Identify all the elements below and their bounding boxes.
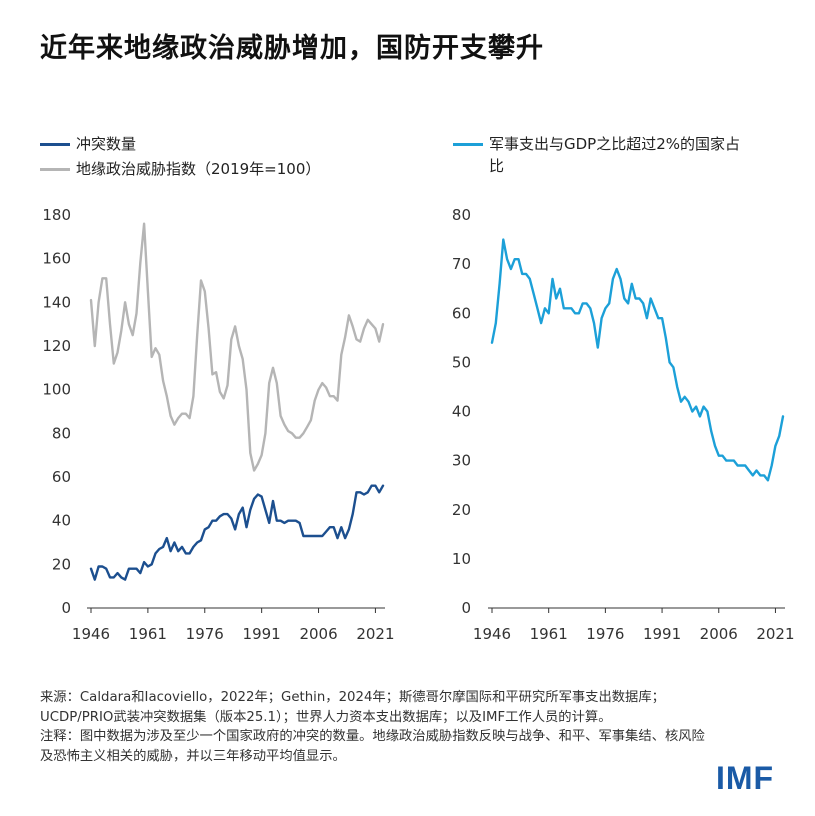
legend-label-military-share: 军事支出与GDP之比超过2%的国家占比 xyxy=(489,135,741,175)
y-tick-label: 120 xyxy=(42,337,71,355)
legend-swatch-conflicts xyxy=(40,143,70,146)
y-tick-label: 80 xyxy=(52,424,71,442)
series-line-left-0 xyxy=(89,484,385,581)
y-tick-label: 50 xyxy=(452,353,471,371)
y-tick-label: 20 xyxy=(52,555,71,573)
series-line-left-1 xyxy=(89,222,385,472)
series-line-right-0 xyxy=(490,238,785,482)
x-tick-label: 2021 xyxy=(756,625,794,643)
legend-swatch-military-share xyxy=(453,143,483,146)
y-tick-label: 60 xyxy=(452,304,471,322)
imf-logo: IMF xyxy=(716,760,775,796)
x-tick-label: 1976 xyxy=(186,625,224,643)
x-tick-label: 1961 xyxy=(530,625,568,643)
y-tick-label: 30 xyxy=(452,452,471,470)
legend-item-threat-index: 地缘政治威胁指数（2019年=100） xyxy=(40,158,320,180)
chart-title: 近年来地缘政治威胁增加，国防开支攀升 xyxy=(40,33,544,64)
x-tick-label: 1991 xyxy=(643,625,681,643)
legend-item-conflicts: 冲突数量 xyxy=(40,133,320,155)
legend-label-threat-index: 地缘政治威胁指数（2019年=100） xyxy=(76,160,321,178)
y-tick-label: 160 xyxy=(42,250,71,268)
y-tick-label: 180 xyxy=(42,206,71,224)
y-tick-label: 0 xyxy=(61,599,71,617)
source-note: 来源：Caldara和Iacoviello，2022年；Gethin，2024年… xyxy=(40,690,665,725)
y-tick-label: 80 xyxy=(452,206,471,224)
legend-left: 冲突数量 地缘政治威胁指数（2019年=100） xyxy=(40,133,320,183)
y-tick-label: 70 xyxy=(452,255,471,273)
legend-label-conflicts: 冲突数量 xyxy=(76,135,137,153)
y-tick-label: 20 xyxy=(452,501,471,519)
y-tick-label: 60 xyxy=(52,468,71,486)
legend-swatch-threat-index xyxy=(40,168,70,171)
y-tick-label: 100 xyxy=(42,381,71,399)
x-tick-label: 2006 xyxy=(700,625,738,643)
y-tick-label: 140 xyxy=(42,293,71,311)
x-tick-label: 1946 xyxy=(72,625,110,643)
x-tick-label: 1946 xyxy=(473,625,511,643)
y-tick-label: 40 xyxy=(52,512,71,530)
legend-item-military-share: 军事支出与GDP之比超过2%的国家占比 xyxy=(453,133,773,177)
explanatory-note: 注释：图中数据为涉及至少一个国家政府的冲突的数量。地缘政治威胁指数反映与战争、和… xyxy=(40,729,705,764)
x-tick-label: 1976 xyxy=(586,625,624,643)
y-tick-label: 10 xyxy=(452,550,471,568)
y-tick-label: 0 xyxy=(461,599,471,617)
footnotes: 来源：Caldara和Iacoviello，2022年；Gethin，2024年… xyxy=(40,688,710,766)
y-tick-label: 40 xyxy=(452,403,471,421)
legend-right: 军事支出与GDP之比超过2%的国家占比 xyxy=(453,133,773,180)
x-tick-label: 1961 xyxy=(129,625,167,643)
x-tick-label: 2006 xyxy=(299,625,337,643)
x-tick-label: 1991 xyxy=(243,625,281,643)
x-tick-label: 2021 xyxy=(356,625,394,643)
